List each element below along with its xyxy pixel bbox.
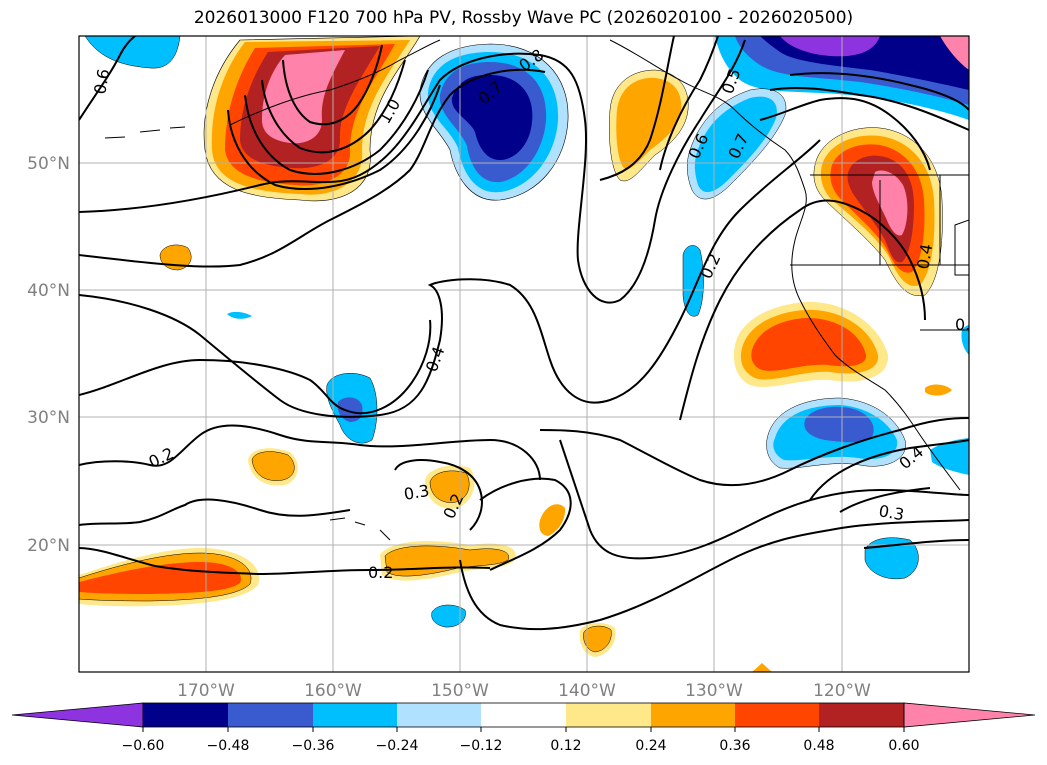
colorbar-tick: 0.24 <box>635 738 666 754</box>
colorbar-tick: −0.60 <box>122 738 165 754</box>
colorbar-segment <box>735 703 819 727</box>
pv-contours <box>79 36 969 631</box>
colorbar: −0.60 −0.48 −0.36 −0.24 −0.12 0.12 0.24 … <box>11 702 1036 754</box>
anomaly-negative-tiny <box>227 311 252 319</box>
contour-label: 0.6 <box>90 67 113 95</box>
longitude-axis: 170°W 160°W 150°W 140°W 130°W 120°W <box>177 681 871 701</box>
contour-label: 0.2 <box>368 563 393 582</box>
colorbar-extend-min <box>11 702 144 728</box>
anomaly-positive-small-5 <box>583 625 612 653</box>
colorbar-segment <box>566 703 651 727</box>
anomaly-negative-top-right <box>715 36 969 120</box>
colorbar-segment <box>313 703 397 727</box>
map-title: 2026013000 F120 700 hPa PV, Rossby Wave … <box>193 8 854 28</box>
colorbar-tick: 0.60 <box>888 738 919 754</box>
anomaly-positive-small-2 <box>251 451 295 481</box>
colorbar-tick: −0.36 <box>292 738 335 754</box>
lat-label: 40°N <box>27 281 70 301</box>
lon-label: 140°W <box>558 681 616 701</box>
colorbar-tick: 0.12 <box>550 738 581 754</box>
anomaly-positive-small-3 <box>429 470 470 503</box>
anomaly-positive-small-4 <box>539 504 566 536</box>
colorbar-segment <box>228 703 313 727</box>
colorbar-segment <box>819 703 904 727</box>
anomaly-positive-tiny <box>925 384 952 396</box>
colorbar-tick: −0.12 <box>460 738 503 754</box>
anomaly-negative-south-east <box>864 537 919 580</box>
lon-label: 160°W <box>304 681 362 701</box>
lon-label: 130°W <box>685 681 743 701</box>
contour-label: 0.4 <box>913 242 936 270</box>
lat-label: 20°N <box>27 536 70 556</box>
colorbar-segment <box>481 703 566 727</box>
colorbar-segment <box>143 703 228 727</box>
map-frame <box>78 35 970 673</box>
colorbar-segment <box>651 703 735 727</box>
colorbar-extend-max <box>903 702 1036 728</box>
contour-label: 0.4 <box>955 315 980 334</box>
anomaly-negative-coast <box>682 88 787 317</box>
contour-label: 0.3 <box>877 501 905 524</box>
colorbar-segment <box>397 703 481 727</box>
map-area: 0.6 1.0 0.7 0.8 0.5 0.6 0.7 0.2 0.4 0.4 … <box>79 36 980 672</box>
lat-label: 50°N <box>27 154 70 174</box>
anomaly-negative-small-south <box>431 604 466 628</box>
anomaly-negative-top-left <box>84 36 181 69</box>
contour-label: 0.3 <box>402 481 430 504</box>
anomaly-negative-baja <box>766 325 969 475</box>
colorbar-tick: −0.48 <box>207 738 250 754</box>
colorbar-tick: 0.48 <box>803 738 834 754</box>
lat-label: 30°N <box>27 408 70 428</box>
latitude-axis: 50°N 40°N 30°N 20°N <box>27 154 70 556</box>
anomaly-positive-pacific-northwest <box>813 127 943 297</box>
graticule <box>79 36 969 672</box>
colorbar-tick: −0.24 <box>376 738 419 754</box>
colorbar-tick: 0.36 <box>719 738 750 754</box>
lon-label: 150°W <box>431 681 489 701</box>
lon-label: 120°W <box>813 681 871 701</box>
lon-label: 170°W <box>177 681 235 701</box>
